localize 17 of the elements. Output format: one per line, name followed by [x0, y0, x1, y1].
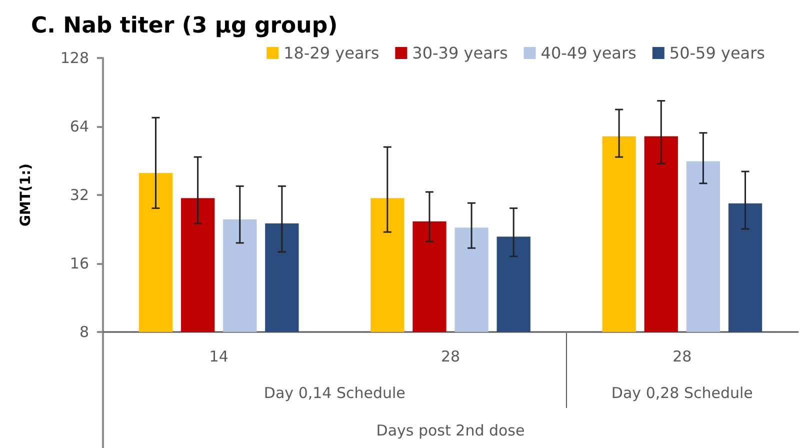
legend-label: 40-49 years: [540, 44, 636, 62]
text: Day 0,28 Schedule: [611, 384, 753, 402]
y-tick-label: 64: [70, 118, 89, 136]
text: Day 0,14 Schedule: [264, 384, 406, 402]
x-axis-title: Days post 2nd dose: [376, 422, 525, 440]
y-tick-label: 16: [70, 254, 89, 272]
y-axis-title: GMT(1:): [18, 163, 34, 227]
x-tick-label: 28: [672, 348, 692, 366]
legend-label: 30-39 years: [412, 44, 508, 62]
x-tick-label: 28: [440, 348, 460, 366]
legend-label: 50-59 years: [669, 44, 765, 62]
y-tick-label: 32: [70, 186, 89, 204]
y-tick-label: 8: [79, 323, 89, 341]
y-tick-label: 128: [60, 49, 89, 67]
x-tick-label: 14: [209, 348, 228, 366]
legend-label: 18-29 years: [284, 44, 380, 62]
chart-title: C. Nab titer (3 µg group): [31, 14, 338, 38]
